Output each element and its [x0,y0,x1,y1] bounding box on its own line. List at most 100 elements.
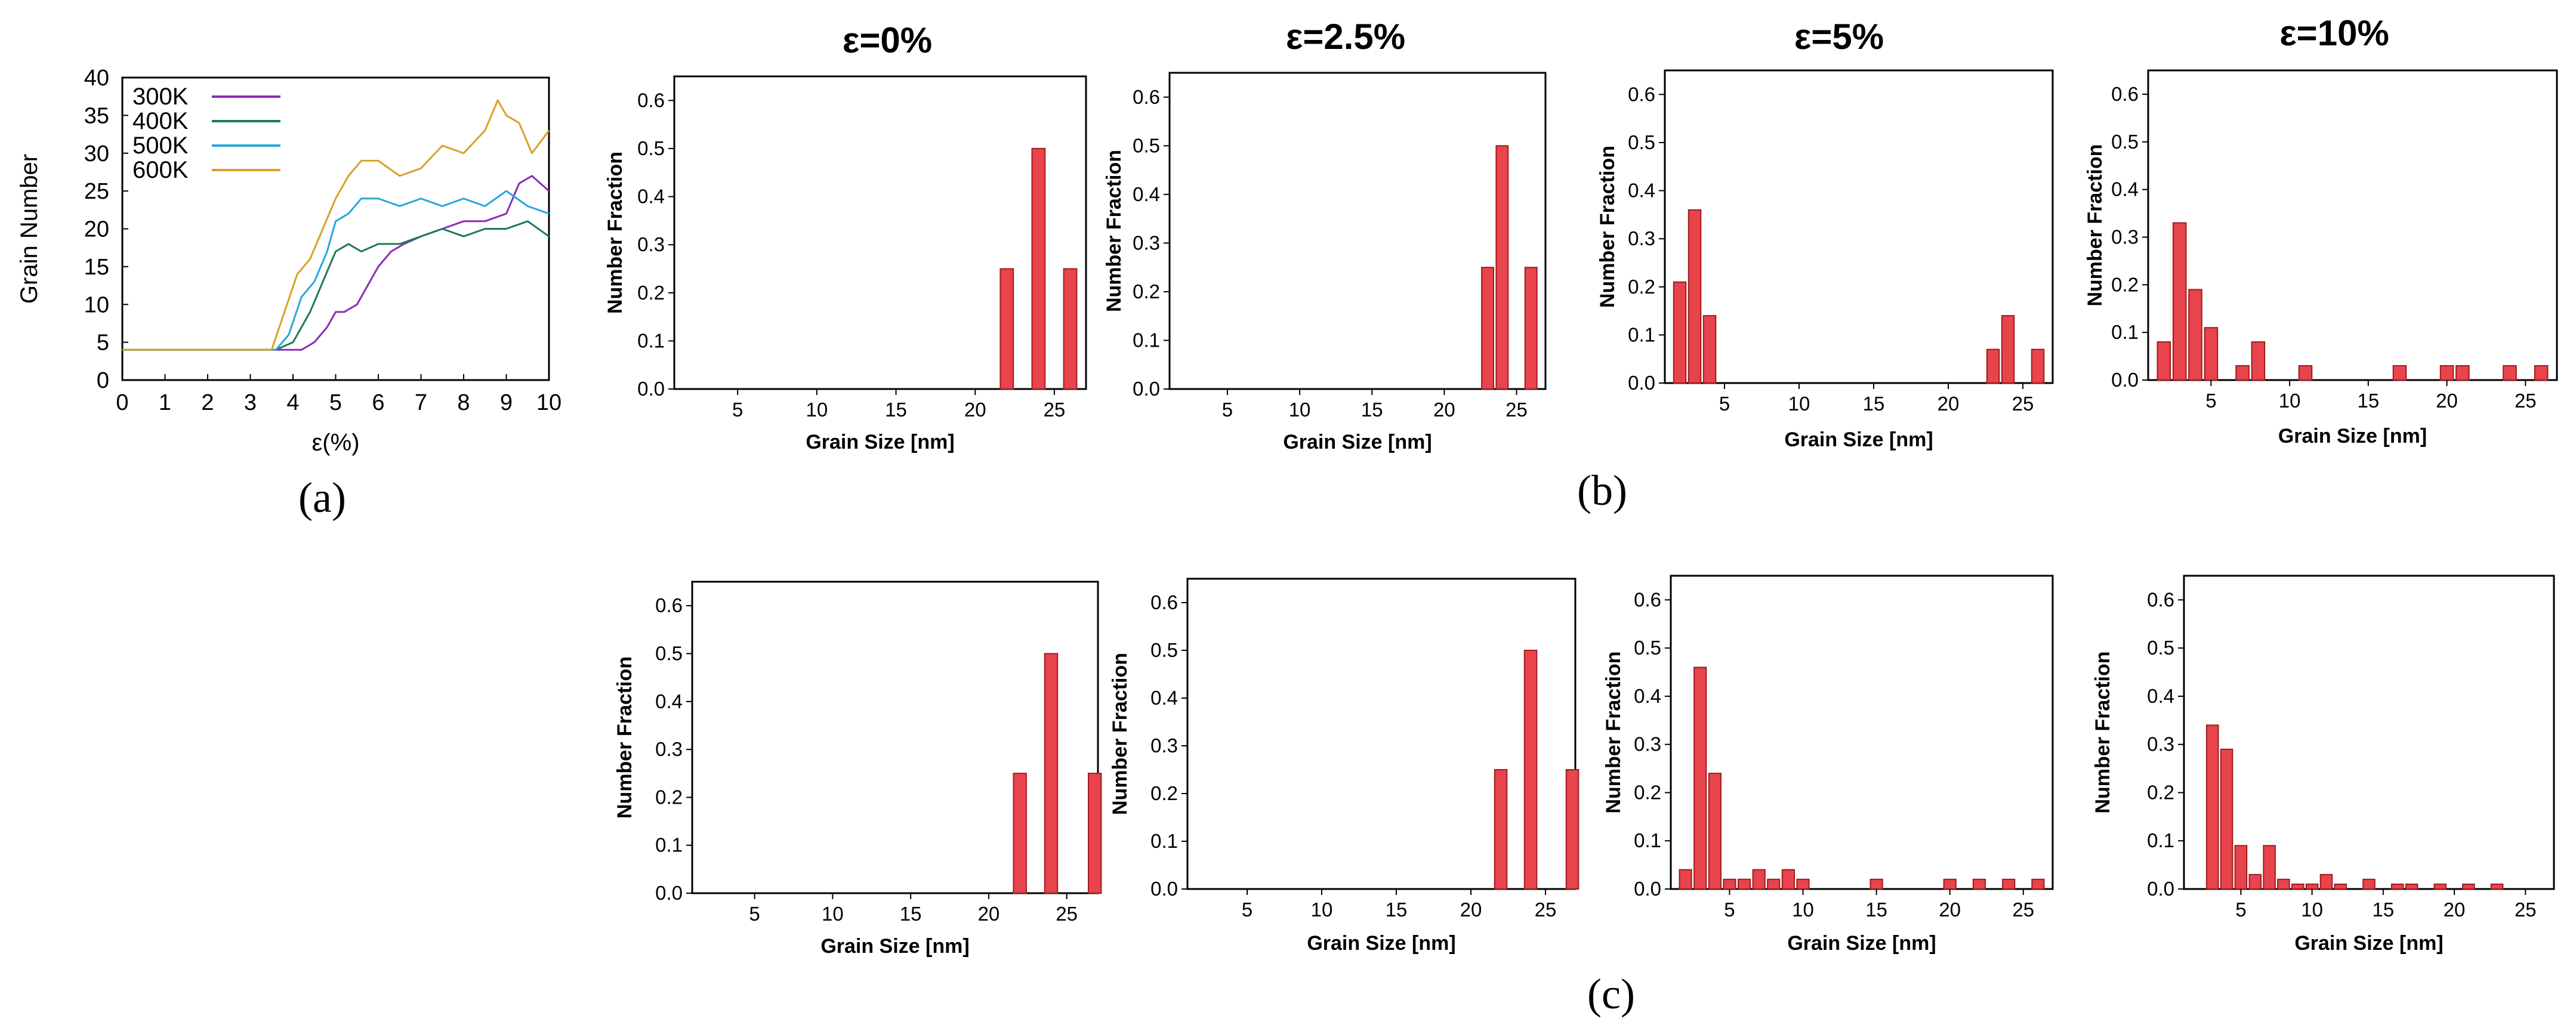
plot-frame [1664,69,2054,384]
y-tick-label: 0.1 [2111,321,2139,343]
histogram-b-strain-0: 0.0 0.1 0.2 0.3 0.4 0.5 0.6 5 10 15 20 25 Grain Size… [604,75,1087,453]
histogram-bar [2001,315,2015,384]
plot-frame [673,75,1087,390]
y-tick-label: 0.3 [2147,733,2174,755]
x-tick-label: 5 [1242,899,1252,921]
y-tick-label: 0.3 [1150,734,1178,757]
histogram-bar [2298,365,2313,381]
y-axis-label: Number Fraction [2084,144,2106,306]
histogram-bar [1869,878,1883,890]
x-tick-label: 15 [1386,899,1408,921]
legend-label-600K: 600K [132,157,189,183]
y-axis-label: Grain Number [16,154,42,304]
histogram-bar [2234,845,2248,890]
column-title-0: ε=0% [843,20,932,60]
histogram-bar [1738,878,1751,890]
y-tick-label: 0.3 [655,738,683,760]
histogram-c-strain-10: 0.0 0.1 0.2 0.3 0.4 0.5 0.6 5 10 15 20 25 Grain Size… [2091,575,2555,955]
y-tick-label: 0.6 [1628,83,1655,105]
x-axis-label: Grain Size [nm] [2294,932,2443,955]
histogram-bar [2204,327,2219,381]
series-line-300K [122,175,550,351]
y-tick-label: 0.2 [1628,276,1655,298]
x-tick-label: 20 [1433,399,1455,421]
histogram-bar [1702,315,1717,384]
x-tick-label: 10 [1788,393,1810,415]
histogram-bar [1523,650,1538,890]
x-axis-label: Grain Size [nm] [1283,431,1432,453]
y-tick-label: 0.4 [2147,685,2174,707]
y-tick-label: 35 [84,103,109,128]
y-tick-label: 0.2 [2147,781,2174,803]
histogram-bar [2503,365,2517,381]
y-tick-label: 15 [84,255,109,280]
y-tick-label: 0.6 [1133,86,1160,108]
y-tick-label: 0.4 [1150,687,1178,709]
x-tick-label: 0 [116,390,128,415]
y-tick-label: 0.1 [1628,323,1655,345]
x-tick-label: 2 [201,390,214,415]
histogram-bar [1679,869,1692,890]
panel-label-b: (b) [1577,467,1627,514]
series-line-500K [122,190,550,351]
histogram-bar [1723,878,1736,890]
y-tick-label: 0.5 [2147,637,2174,659]
histogram-bar [2251,341,2266,381]
plot-frame [691,581,1099,894]
histogram-bar [1088,773,1102,894]
y-tick-label: 5 [97,331,109,356]
x-tick-label: 15 [1865,899,1887,921]
y-tick-label: 0.2 [1133,280,1160,302]
x-tick-label: 1 [159,390,171,415]
y-tick-label: 0.3 [1634,733,1661,755]
y-tick-label: 0.2 [637,282,665,304]
y-tick-label: 0.4 [655,690,683,712]
x-tick-label: 20 [978,903,1000,925]
panel-label-a: (a) [298,474,346,521]
x-tick-label: 15 [885,399,907,421]
y-tick-label: 0.6 [2111,83,2139,105]
x-tick-label: 10 [536,390,562,415]
x-tick-label: 15 [900,903,922,925]
x-tick-label: 5 [749,903,760,925]
histogram-b-strain-5: 0.0 0.1 0.2 0.3 0.4 0.5 0.6 5 10 15 20 25 Grain Size… [1596,69,2054,451]
y-tick-label: 0.5 [655,642,683,664]
histogram-bar [2002,878,2016,890]
y-tick-label: 0.0 [1628,372,1655,394]
column-title-1: ε=2.5% [1286,17,1405,57]
histogram-bar [2439,365,2454,381]
histogram-bar [2172,222,2187,381]
x-tick-label: 20 [1939,899,1961,921]
histogram-bar [2248,873,2262,890]
x-axis-label: Grain Size [nm] [820,935,969,958]
x-axis-label: Grain Size [nm] [1787,932,1936,955]
plot-frame [1186,578,1577,890]
x-tick-label: 3 [244,390,257,415]
y-tick-label: 10 [84,292,109,317]
histogram-bar [1063,268,1078,390]
y-tick-label: 0.0 [1150,878,1178,900]
histogram-bar [1494,769,1508,890]
histogram-bar [1752,869,1766,890]
y-tick-label: 0.3 [2111,226,2139,248]
x-tick-label: 5 [2205,390,2216,412]
y-tick-label: 0.3 [1133,231,1160,254]
y-tick-label: 40 [84,66,109,91]
x-tick-label: 15 [1863,393,1885,415]
histogram-bar [2390,883,2404,890]
x-tick-label: 10 [1792,899,1814,921]
x-tick-label: 10 [1311,899,1333,921]
legend-label-300K: 300K [132,84,189,110]
y-tick-label: 0.3 [637,233,665,255]
x-tick-label: 25 [2515,899,2537,921]
x-tick-label: 10 [2279,390,2301,412]
x-tick-label: 25 [2012,393,2034,415]
x-tick-label: 10 [1289,399,1311,421]
plot-frame [2147,69,2558,381]
y-tick-label: 0.0 [637,378,665,400]
x-tick-label: 10 [806,399,828,421]
y-tick-label: 20 [84,217,109,242]
y-tick-label: 0 [97,368,109,393]
histogram-bar [1673,281,1687,384]
histogram-bar [1044,653,1059,894]
